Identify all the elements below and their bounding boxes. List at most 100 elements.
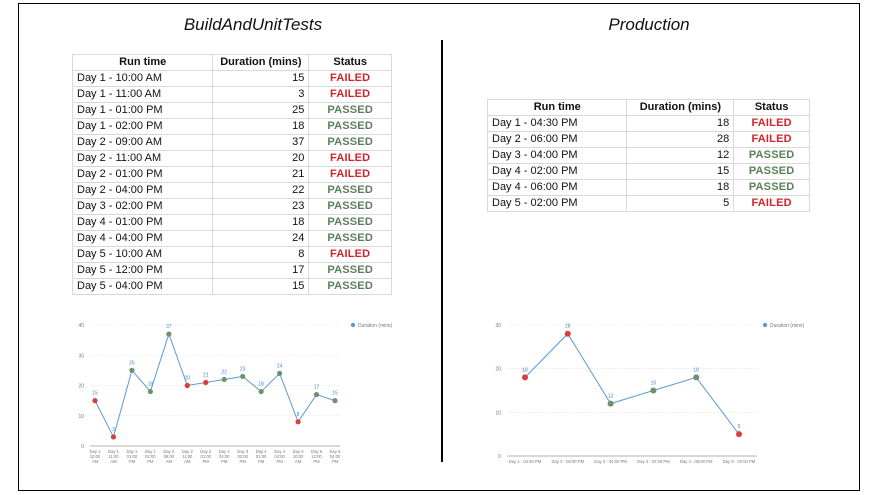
y-tick-label: 10 [78, 414, 84, 420]
status-cell: FAILED [308, 70, 392, 87]
status-cell: PASSED [308, 182, 392, 199]
x-tick-label: Day 2 - 06:00 PM [552, 459, 585, 464]
x-tick-label: Day 3 02:00 PM [237, 449, 249, 464]
duration-cell: 18 [626, 115, 735, 132]
status-cell: PASSED [308, 134, 392, 151]
header-run-time: Run time [71, 54, 214, 71]
duration-cell: 15 [212, 278, 310, 295]
status-cell: PASSED [308, 102, 392, 119]
data-point [110, 434, 117, 440]
run-time-cell: Day 2 - 04:00 PM [71, 182, 214, 199]
data-point [564, 330, 571, 337]
run-time-cell: Day 4 - 04:00 PM [71, 230, 214, 247]
data-point [295, 419, 301, 425]
data-label: 12 [608, 394, 614, 400]
data-point [693, 374, 700, 381]
table-row: Day 4 - 02:00 PM 15 PASSED [486, 163, 810, 180]
run-time-cell: Day 1 - 01:00 PM [71, 102, 214, 119]
data-point [607, 400, 614, 407]
duration-cell: 24 [212, 230, 310, 247]
legend-marker [762, 322, 768, 328]
data-label: 15 [92, 391, 98, 397]
status-cell: PASSED [308, 198, 392, 215]
table-row: Day 2 - 11:00 AM 20 FAILED [71, 150, 392, 167]
header-run-time: Run time [486, 99, 628, 116]
table-row: Day 5 - 10:00 AM 8 FAILED [71, 246, 392, 263]
run-time-cell: Day 2 - 01:00 PM [71, 166, 214, 183]
status-cell: FAILED [308, 86, 392, 103]
data-label: 18 [693, 367, 699, 373]
data-label: 3 [112, 427, 115, 433]
table-header-row: Run time Duration (mins) Status [486, 99, 810, 116]
duration-cell: 15 [626, 163, 735, 180]
data-label: 24 [277, 363, 283, 369]
data-label: 21 [203, 372, 209, 378]
run-time-cell: Day 4 - 02:00 PM [486, 163, 628, 180]
header-status: Status [733, 99, 810, 116]
run-time-cell: Day 2 - 09:00 AM [71, 134, 214, 151]
run-time-cell: Day 3 - 04:00 PM [486, 147, 628, 164]
data-point [522, 374, 528, 381]
run-time-cell: Day 1 - 10:00 AM [71, 70, 214, 87]
table-row: Day 2 - 01:00 PM 21 FAILED [71, 166, 392, 183]
run-time-cell: Day 1 - 02:00 PM [71, 118, 214, 135]
status-cell: FAILED [308, 246, 392, 263]
y-tick-label: 0 [498, 454, 501, 460]
series-line [94, 332, 336, 439]
panel-divider [441, 40, 443, 462]
header-duration: Duration (mins) [626, 99, 735, 116]
status-cell: PASSED [308, 214, 392, 231]
y-tick-label: 0 [81, 444, 84, 450]
status-cell: PASSED [733, 147, 810, 164]
duration-cell: 15 [212, 70, 310, 87]
table-row: Day 1 - 01:00 PM 25 PASSED [71, 102, 392, 119]
duration-cell: 23 [212, 198, 310, 215]
run-time-cell: Day 3 - 02:00 PM [71, 198, 214, 215]
data-label: 5 [738, 424, 741, 430]
table-row: Day 2 - 04:00 PM 22 PASSED [71, 182, 392, 199]
table-row: Day 1 - 11:00 AM 3 FAILED [71, 86, 392, 103]
x-tick-label: Day 3 - 04:00 PM [594, 459, 627, 464]
data-label: 15 [651, 381, 657, 387]
x-tick-label: Day 1 02:00 PM [145, 449, 157, 464]
y-tick-label: 40 [78, 323, 84, 329]
status-cell: PASSED [308, 278, 392, 295]
data-point [736, 431, 742, 438]
table-row: Day 4 - 04:00 PM 24 PASSED [71, 230, 392, 247]
x-tick-label: Day 4 01:00 PM [256, 449, 268, 464]
duration-cell: 12 [626, 147, 735, 164]
data-label: 18 [522, 367, 528, 373]
status-cell: FAILED [733, 131, 810, 148]
data-label: 18 [148, 382, 154, 388]
y-tick-label: 20 [495, 367, 501, 373]
run-time-cell: Day 5 - 04:00 PM [71, 278, 214, 295]
data-label: 8 [297, 412, 300, 418]
data-point [221, 376, 227, 383]
status-cell: PASSED [733, 179, 810, 196]
status-cell: FAILED [308, 166, 392, 183]
x-tick-label: Day 2 01:00 PM [200, 449, 212, 464]
data-label: 25 [129, 360, 135, 366]
run-time-cell: Day 5 - 02:00 PM [486, 195, 628, 212]
table-row: Day 3 - 02:00 PM 23 PASSED [71, 198, 392, 215]
run-time-cell: Day 5 - 10:00 AM [71, 246, 214, 263]
duration-cell: 28 [626, 131, 735, 148]
duration-cell: 8 [212, 246, 310, 263]
legend-label: Duration (mins) [358, 323, 393, 329]
duration-cell: 37 [212, 134, 310, 151]
x-tick-label: Day 1 01:00 PM [126, 449, 138, 464]
status-cell: PASSED [308, 118, 392, 135]
data-label: 20 [185, 376, 191, 382]
y-tick-label: 30 [78, 353, 84, 359]
data-point [184, 382, 190, 389]
run-time-cell: Day 1 - 11:00 AM [71, 86, 214, 103]
data-point [166, 331, 172, 337]
status-cell: FAILED [733, 115, 810, 132]
data-point [650, 387, 657, 394]
x-tick-label: Day 5 10:00 AM [293, 449, 305, 464]
status-cell: PASSED [308, 262, 392, 279]
duration-cell: 18 [212, 214, 310, 231]
duration-cell: 22 [212, 182, 310, 199]
x-tick-label: Day 2 11:00 AM [182, 449, 194, 464]
duration-cell: 18 [626, 179, 735, 196]
